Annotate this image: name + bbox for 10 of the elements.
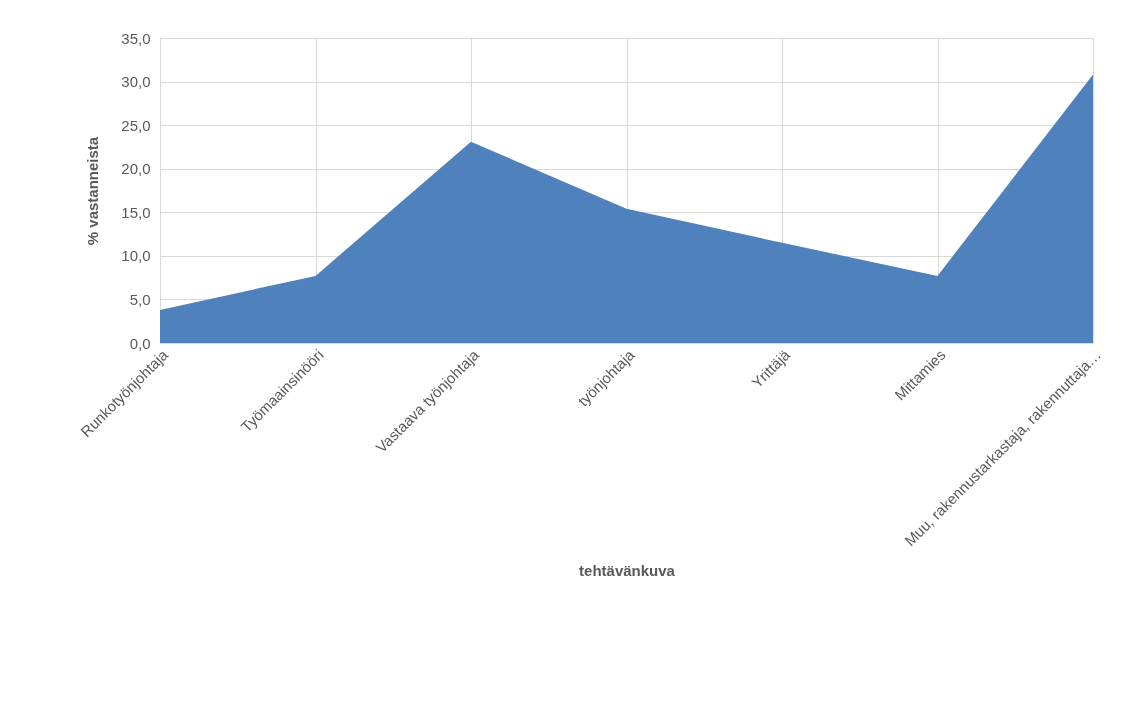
y-tick-label: 25,0 — [121, 116, 151, 134]
y-tick-label: 20,0 — [121, 160, 151, 178]
y-tick-label: 0,0 — [129, 334, 151, 352]
y-tick-label: 5,0 — [129, 290, 151, 308]
y-tick-label: 30,0 — [121, 73, 151, 91]
y-axis-title: % vastanneista — [84, 136, 102, 246]
y-tick-label: 10,0 — [121, 247, 151, 265]
y-tick-label: 35,0 — [121, 29, 151, 47]
x-axis-title: tehtävänkuva — [579, 561, 676, 579]
y-tick-label: 15,0 — [121, 203, 151, 221]
